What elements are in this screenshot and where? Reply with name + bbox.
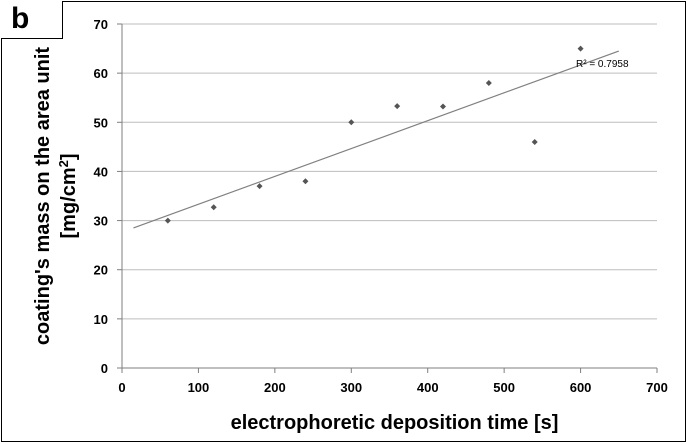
x-tick-label: 100 xyxy=(188,380,210,395)
data-point xyxy=(485,79,492,86)
panel-label: b xyxy=(1,1,63,39)
data-point xyxy=(164,217,171,224)
data-point xyxy=(531,138,538,145)
y-tick-label: 20 xyxy=(94,263,108,278)
x-tick-label: 0 xyxy=(118,380,125,395)
data-points xyxy=(164,45,584,224)
data-point xyxy=(256,183,263,190)
trendline-group xyxy=(133,50,619,229)
data-point xyxy=(302,178,309,185)
y-tick-label: 70 xyxy=(94,17,108,32)
y-axis-unit-superscript: 2 xyxy=(56,160,71,167)
x-tick-label: 500 xyxy=(493,380,515,395)
y-axis-unit-suffix: ] xyxy=(58,153,80,160)
y-axis-title-line2: [mg/cm2] xyxy=(56,153,80,238)
data-point xyxy=(348,119,355,126)
x-tick-label: 300 xyxy=(340,380,362,395)
trendline xyxy=(133,50,619,229)
data-point xyxy=(210,204,217,211)
data-point xyxy=(394,103,401,110)
y-tick-label: 50 xyxy=(94,115,108,130)
x-tick-label: 700 xyxy=(646,380,668,395)
tick-labels: 0 100 200 300 400 500 600 700 0 10 20 30 40 50 60 70 xyxy=(94,17,668,395)
y-tick-label: 0 xyxy=(101,361,108,376)
grid-lines xyxy=(122,23,657,320)
x-tick-label: 600 xyxy=(570,380,592,395)
y-axis-title-line1: coating's mass on the area unit xyxy=(32,47,54,346)
y-axis-unit-prefix: [mg/cm xyxy=(58,167,80,238)
y-tick-label: 60 xyxy=(94,66,108,81)
x-tick-label: 200 xyxy=(264,380,286,395)
y-tick-label: 10 xyxy=(94,312,108,327)
axes xyxy=(117,23,658,373)
x-axis-title: electrophoretic deposition time [s] xyxy=(231,412,559,434)
y-tick-label: 40 xyxy=(94,164,108,179)
data-point xyxy=(440,103,446,110)
r-squared-annotation: R² = 0.7958 xyxy=(576,59,629,70)
data-point xyxy=(577,45,584,52)
y-tick-label: 30 xyxy=(94,214,108,229)
x-tick-label: 400 xyxy=(417,380,439,395)
